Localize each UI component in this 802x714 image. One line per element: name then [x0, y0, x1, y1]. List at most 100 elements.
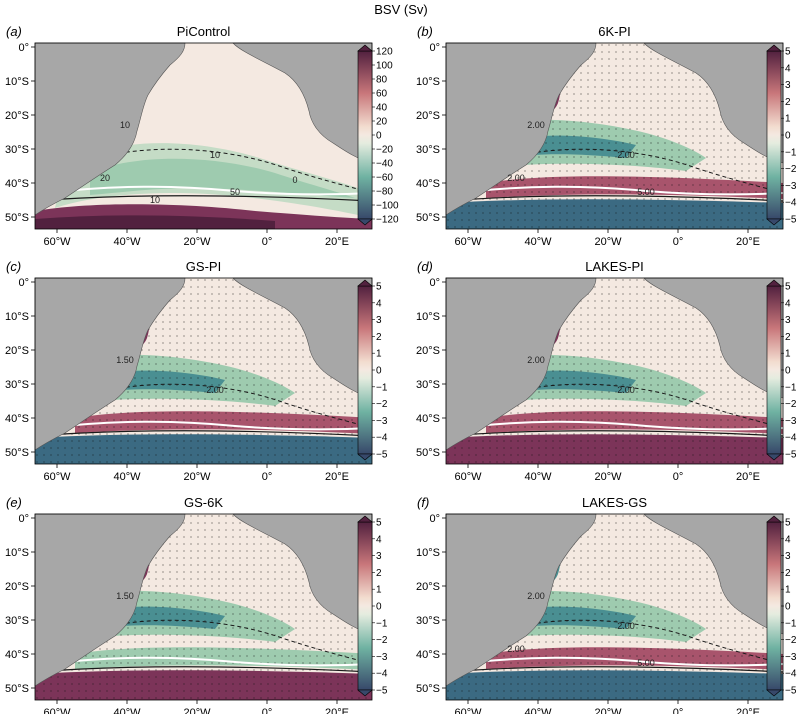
contour-label: 10: [150, 195, 160, 205]
colorbar-tick-label: 2: [785, 332, 791, 343]
contour-label: 2.00: [617, 150, 635, 160]
colorbar-tick-label: −120: [376, 215, 399, 226]
panel-title: GS-6K: [184, 495, 223, 510]
land-south-america: [34, 513, 186, 687]
colorbar-tick-label: 100: [376, 61, 393, 72]
colorbar-max-arrow: [766, 515, 782, 523]
panel-label: (d): [417, 259, 433, 274]
colorbar-tick-label: 1: [376, 585, 382, 596]
contour-label: 1.50: [116, 355, 134, 365]
colorbar-tick-label: 5: [785, 47, 791, 58]
contour-label: 5.00: [637, 658, 655, 668]
y-tick-label: 20°S: [5, 345, 29, 357]
panel-label: (c): [6, 259, 21, 274]
x-tick-label: 20°E: [736, 707, 760, 714]
map-panel: 2.00 2.00 2.00 5.00 (b) 6K-PI 0° 10°S 20°S 30°S 40…: [416, 24, 784, 248]
colorbar-tick-label: −4: [376, 669, 388, 680]
y-tick-label: 10°S: [5, 76, 29, 88]
y-tick-label: 20°S: [416, 345, 440, 357]
bsv-field: [35, 143, 372, 229]
colorbar-tick-label: −80: [376, 187, 393, 198]
colorbar-tick-label: 60: [376, 89, 388, 100]
colorbar-max-arrow: [766, 279, 782, 287]
y-tick-label: 50°S: [5, 212, 29, 224]
colorbar-tick-label: −1: [376, 382, 388, 393]
front-line: [44, 420, 372, 431]
colorbar-tick-label: 1: [376, 349, 382, 360]
colorbar-tick-label: 5: [785, 282, 791, 293]
contour-label: 2.00: [527, 120, 545, 130]
contour-label: 5.00: [637, 187, 655, 197]
x-tick-label: 0°: [262, 236, 273, 248]
colorbar-tick-label: 2: [376, 568, 382, 579]
land-africa: [643, 513, 784, 635]
colorbar-tick-label: 5: [785, 518, 791, 529]
map-panel: 2.00 2.00 (d) LAKES-PI 0° 10°S 20°S 30°S 40°S 50°…: [416, 259, 784, 483]
colorbar-tick-label: −2: [785, 635, 797, 646]
colorbar-tick-label: 0: [376, 131, 382, 142]
contour-line: [35, 666, 372, 673]
panel-label: (b): [417, 24, 433, 39]
x-tick-label: 60°W: [43, 236, 71, 248]
panel-title: LAKES-PI: [585, 259, 644, 274]
map-panel: 2.00 2.00 2.00 5.00 (f) LAKES-GS 0° 10°S 20°S 30°…: [416, 495, 784, 714]
colorbar-tick-label: 4: [785, 63, 791, 74]
x-tick-label: 60°W: [454, 707, 482, 714]
colorbar-tick-label: −4: [785, 433, 797, 444]
y-tick-label: 30°S: [416, 144, 440, 156]
colorbar-max-arrow: [357, 279, 373, 287]
x-tick-label: 40°W: [524, 471, 552, 483]
colorbar-tick-label: 4: [376, 534, 382, 545]
y-tick-label: 30°S: [5, 144, 29, 156]
colorbar: 5 4 3 2 1 0 −1 −2 −3 −4 −5: [766, 279, 797, 461]
colorbar-tick-label: −4: [376, 433, 388, 444]
colorbar-tick-label: 1: [785, 585, 791, 596]
y-tick-label: 10°S: [416, 311, 440, 323]
contour-label: 10: [210, 150, 220, 160]
x-tick-label: 60°W: [454, 471, 482, 483]
contour-label: 50: [230, 187, 240, 197]
y-tick-label: 0°: [18, 277, 29, 289]
acc-core: [35, 215, 275, 229]
x-tick-label: 60°W: [454, 236, 482, 248]
x-tick-label: 60°W: [43, 471, 71, 483]
x-tick-label: 0°: [262, 471, 273, 483]
colorbar-tick-label: 3: [376, 551, 382, 562]
colorbar-tick-label: −1: [785, 618, 797, 629]
colorbar-tick-label: 2: [376, 332, 382, 343]
colorbar-tick-label: 20: [376, 117, 388, 128]
y-tick-label: 20°S: [416, 581, 440, 593]
contour-label: 2.00: [527, 591, 545, 601]
land-south-america: [445, 42, 597, 216]
panel-label: (f): [417, 495, 429, 510]
contour-line: [446, 666, 783, 673]
x-tick-label: 40°W: [524, 707, 552, 714]
y-tick-label: 50°S: [5, 447, 29, 459]
contour-label: 2.00: [527, 355, 545, 365]
colorbar-tick-label: 4: [785, 534, 791, 545]
land-south-america: [445, 513, 597, 687]
colorbar-tick-label: 5: [376, 282, 382, 293]
x-tick-label: 0°: [673, 471, 684, 483]
colorbar-tick-label: −40: [376, 159, 393, 170]
colorbar-gradient: [357, 285, 373, 455]
x-tick-label: 60°W: [43, 707, 71, 714]
colorbar-tick-label: 5: [376, 518, 382, 529]
colorbar-tick-label: 0: [785, 602, 791, 613]
gyre-core: [90, 158, 355, 198]
land-south-america: [34, 277, 186, 451]
y-tick-label: 40°S: [416, 178, 440, 190]
contour-line: [35, 430, 372, 437]
colorbar-tick-label: 1: [785, 349, 791, 360]
y-tick-label: 30°S: [416, 615, 440, 627]
figure-title: BSV (Sv): [374, 2, 427, 17]
y-tick-label: 40°S: [5, 649, 29, 661]
colorbar-tick-label: 2: [785, 97, 791, 108]
colorbar-tick-label: 1: [785, 114, 791, 125]
contour-line: [446, 430, 783, 437]
y-tick-label: 0°: [429, 42, 440, 54]
y-tick-label: 20°S: [5, 581, 29, 593]
front-line: [455, 656, 783, 667]
colorbar-tick-label: 40: [376, 103, 388, 114]
